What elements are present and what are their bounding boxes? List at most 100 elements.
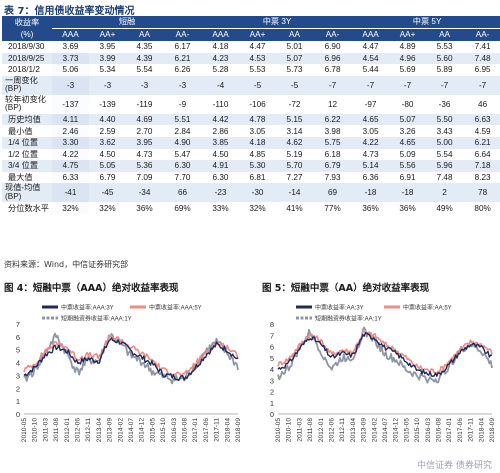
subhead-cell: AA: [426, 28, 464, 41]
table-cell: 69%: [174, 203, 191, 213]
table-cell: 3.30: [52, 136, 89, 149]
source-note: 资料来源：Wind，中信证券研究部: [4, 260, 129, 269]
table-cell: 4.65: [389, 136, 427, 149]
legend-item: 中票收益率:AAA:3Y: [42, 304, 114, 312]
table-cell: -45: [89, 183, 126, 203]
series-line-1: [23, 337, 239, 381]
table-cell: 5.30: [239, 160, 277, 172]
table-cell: 6.78: [324, 65, 341, 75]
table-cell: 4.59: [474, 126, 491, 136]
subhead-cell: AA+: [389, 28, 427, 41]
x-tick-label: 2015-05: [149, 418, 156, 443]
y-tick-label: 4: [270, 365, 274, 374]
table-cell: 6.64: [474, 149, 491, 159]
table-cell: -41: [52, 183, 89, 203]
row-label: 1/2 位置: [8, 149, 39, 159]
table-cell: 49%: [436, 203, 453, 213]
table-cell: 4.73: [362, 149, 379, 159]
table-cell: 4.96: [389, 52, 427, 65]
y-tick-label: 0: [16, 410, 20, 419]
y-tick-label: 6: [270, 343, 274, 352]
x-tick-label: 2013-09: [107, 418, 114, 443]
table-cell: 46: [478, 99, 488, 109]
y-tick-label: 6: [16, 333, 20, 342]
y-tick-label: 8: [270, 320, 274, 329]
legend-label: 中票收益率:AA:5Y: [403, 304, 452, 312]
row-label: 分位数水平: [8, 203, 49, 213]
subhead-cell: AA-: [463, 28, 500, 41]
table-cell: 7.70: [174, 173, 191, 183]
x-tick-label: 2014-12: [139, 418, 146, 443]
table-cell: 7.27: [286, 173, 303, 183]
header-yield: 收益率: [2, 16, 52, 29]
row-label: 3/4 位置: [2, 160, 52, 172]
table-cell: 77%: [324, 203, 341, 213]
table-cell: 5.09: [399, 149, 416, 159]
table-cell: 4.40: [89, 113, 126, 126]
x-tick-label: 2015-05: [403, 418, 410, 443]
row-label: 2018/1/2: [8, 65, 40, 75]
legend-label: 短期融资券收益率:AAA:1Y: [61, 315, 132, 323]
table-row: 一周变化 (BP) -3 -3 -3 -3 -4 -5 -5 -7 -7 -7 -7 -7: [2, 75, 500, 95]
table-cell: 4.75: [52, 160, 89, 172]
table-cell: 5.73: [286, 65, 303, 75]
table-cell: 5.70: [276, 160, 314, 172]
table-cell: 3.62: [89, 136, 126, 149]
legend-item: 中票收益率:AAA:5Y: [130, 304, 202, 312]
table-cell: -3: [163, 75, 203, 95]
table-cell: 4.85: [249, 149, 266, 159]
table-row: 最大值 6.33 6.79 7.09 7.70 6.30 6.81 7.27 7.93 6.36 6…: [2, 171, 500, 184]
series-line-1: [277, 332, 493, 377]
x-tick-label: 2014-02: [117, 418, 124, 443]
table-cell: -3: [89, 75, 126, 95]
x-tick-label: 2017-06: [203, 418, 210, 443]
table-cell: -7: [389, 75, 427, 95]
x-tick-label: 2010-05: [275, 418, 282, 443]
table-cell: 3.14: [286, 126, 303, 136]
table-cell: 5.69: [399, 65, 416, 75]
table-cell: 6.17: [174, 42, 191, 52]
subhead-cell: AA: [276, 28, 314, 41]
table-cell: -7: [313, 75, 353, 95]
table-cell: 6.96: [313, 52, 353, 65]
table-cell: 4.62: [276, 136, 314, 149]
row-label: 历史均值: [2, 113, 52, 126]
x-tick-label: 2013-09: [361, 418, 368, 443]
table-cell: 4.78: [239, 113, 277, 126]
table-cell: 3.69: [52, 41, 89, 53]
x-tick-label: 2016-03: [171, 418, 178, 443]
y-tick-label: 2: [16, 384, 20, 393]
table-cell: -23: [202, 183, 240, 203]
table-cell: 36%: [399, 203, 416, 213]
table-cell: 3.95: [99, 42, 116, 52]
table-row: 历史均值 4.11 4.40 4.69 5.51 4.42 4.78 5.15 6.22 4.65…: [2, 113, 500, 126]
y-tick-label: 1: [16, 397, 20, 406]
table-cell: 4.54: [352, 52, 390, 65]
table-cell: 2.59: [99, 126, 116, 136]
table-cell: 2.46: [52, 125, 89, 137]
table-cell: -110: [212, 99, 229, 109]
table-cell: 4.91: [202, 160, 240, 172]
table-cell: -18: [389, 183, 427, 203]
table-cell: 6.18: [324, 149, 341, 159]
table-cell: 4.73: [136, 149, 153, 159]
table-cell: 4.35: [136, 42, 153, 52]
header-group-mtn3y: 中票 3Y: [202, 16, 353, 29]
table-cell: 36%: [362, 203, 379, 213]
table-cell: 4.69: [126, 113, 163, 126]
table-cell: 4.90: [163, 136, 203, 149]
table-cell: 2: [426, 183, 464, 203]
table-cell: -14: [276, 183, 314, 203]
x-tick-label: 2012-11: [85, 418, 92, 442]
row-label: 2018/9/30: [8, 42, 45, 52]
table-cell: 5.47: [174, 149, 191, 159]
table-cell: 5.34: [99, 65, 116, 75]
x-tick-label: 2010-05: [21, 418, 28, 443]
table-cell: 33%: [212, 203, 229, 213]
table-cell: 4.47: [249, 42, 266, 52]
y-tick-label: 3: [16, 371, 20, 380]
table-cell: 32%: [52, 202, 89, 214]
x-tick-label: 2017-06: [457, 418, 464, 443]
row-label: 最大值: [8, 173, 33, 183]
subhead-cell: AA+: [239, 28, 277, 41]
